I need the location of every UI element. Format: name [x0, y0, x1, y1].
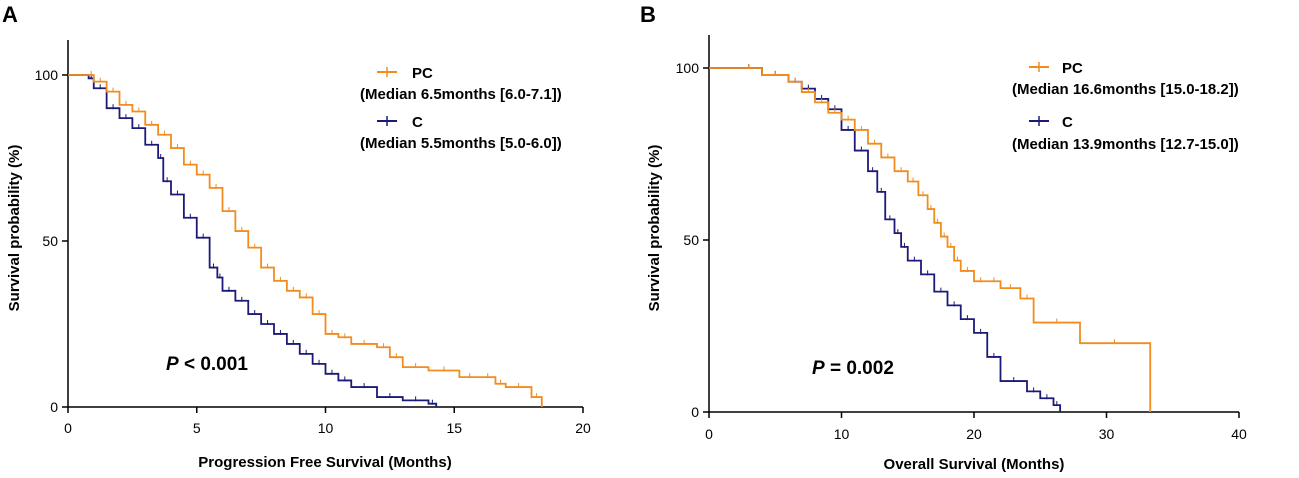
legend-b-pc-name: PC: [1062, 60, 1083, 77]
panel-a: A Progression Free Survival (Months) Sur…: [2, 2, 591, 471]
panel-a-ticks: 0 5 10 15 20 0 50 100: [35, 67, 591, 436]
panel-a-xtick-label: 0: [64, 420, 72, 436]
panel-b-xtick-label: 20: [966, 426, 982, 442]
panel-b-curves: [709, 64, 1152, 412]
panel-b-xtick-label: 30: [1099, 426, 1115, 442]
panel-a-ylabel: Survival probability (%): [6, 145, 23, 312]
legend-a-c-name: C: [412, 114, 423, 131]
panel-a-letter: A: [2, 2, 18, 27]
panel-a-curves: [68, 71, 543, 407]
panel-b-xtick-label: 0: [705, 426, 713, 442]
panel-a-ytick-label: 50: [42, 233, 58, 249]
panel-a-xtick-label: 20: [575, 420, 591, 436]
panel-a-pvalue-text: < 0.001: [179, 354, 249, 375]
panel-b-pvalue: P = 0.002: [812, 358, 894, 379]
panel-a-curve-pc: [68, 74, 543, 407]
panel-b-xtick-label: 10: [834, 426, 850, 442]
panel-a-ytick-label: 0: [50, 399, 58, 415]
panel-b-ytick-label: 100: [676, 60, 700, 76]
panel-b: B Overall Survival (Months) Survival pro…: [640, 2, 1247, 473]
panel-b-ytick-label: 0: [691, 404, 699, 420]
panel-b-curve-pc: [709, 67, 1152, 412]
panel-a-xlabel: Progression Free Survival (Months): [198, 454, 451, 471]
panel-b-ticks: 0 10 20 30 40 0 50 100: [676, 60, 1247, 442]
panel-b-pvalue-text: = 0.002: [825, 358, 894, 379]
panel-b-curve-c: [709, 67, 1062, 412]
panel-a-xtick-label: 15: [446, 420, 462, 436]
panel-b-legend: PC (Median 16.6months [15.0-18.2]) C (Me…: [1012, 60, 1239, 153]
panel-b-pvalue-p: P: [812, 358, 825, 379]
panel-a-pvalue: P < 0.001: [166, 354, 248, 375]
panel-b-letter: B: [640, 2, 656, 27]
panel-a-xtick-label: 10: [318, 420, 334, 436]
panel-b-ylabel: Survival probability (%): [646, 145, 663, 312]
legend-b-pc-detail: (Median 16.6months [15.0-18.2]): [1012, 81, 1239, 98]
panel-b-xtick-label: 40: [1231, 426, 1247, 442]
legend-a-pc-detail: (Median 6.5months [6.0-7.1]): [360, 86, 562, 103]
panel-a-xtick-label: 5: [193, 420, 201, 436]
legend-b-c-name: C: [1062, 114, 1073, 131]
panel-a-legend: PC (Median 6.5months [6.0-7.1]) C (Media…: [360, 65, 562, 152]
legend-b-c-detail: (Median 13.9months [12.7-15.0]): [1012, 136, 1239, 153]
panel-b-ytick-label: 50: [683, 232, 699, 248]
legend-a-c-detail: (Median 5.5months [5.0-6.0]): [360, 135, 562, 152]
panel-b-xlabel: Overall Survival (Months): [884, 456, 1065, 473]
panel-a-ytick-label: 100: [35, 67, 59, 83]
legend-a-pc-name: PC: [412, 65, 433, 82]
panel-a-curve-c: [68, 74, 438, 407]
panel-a-pvalue-p: P: [166, 354, 179, 375]
